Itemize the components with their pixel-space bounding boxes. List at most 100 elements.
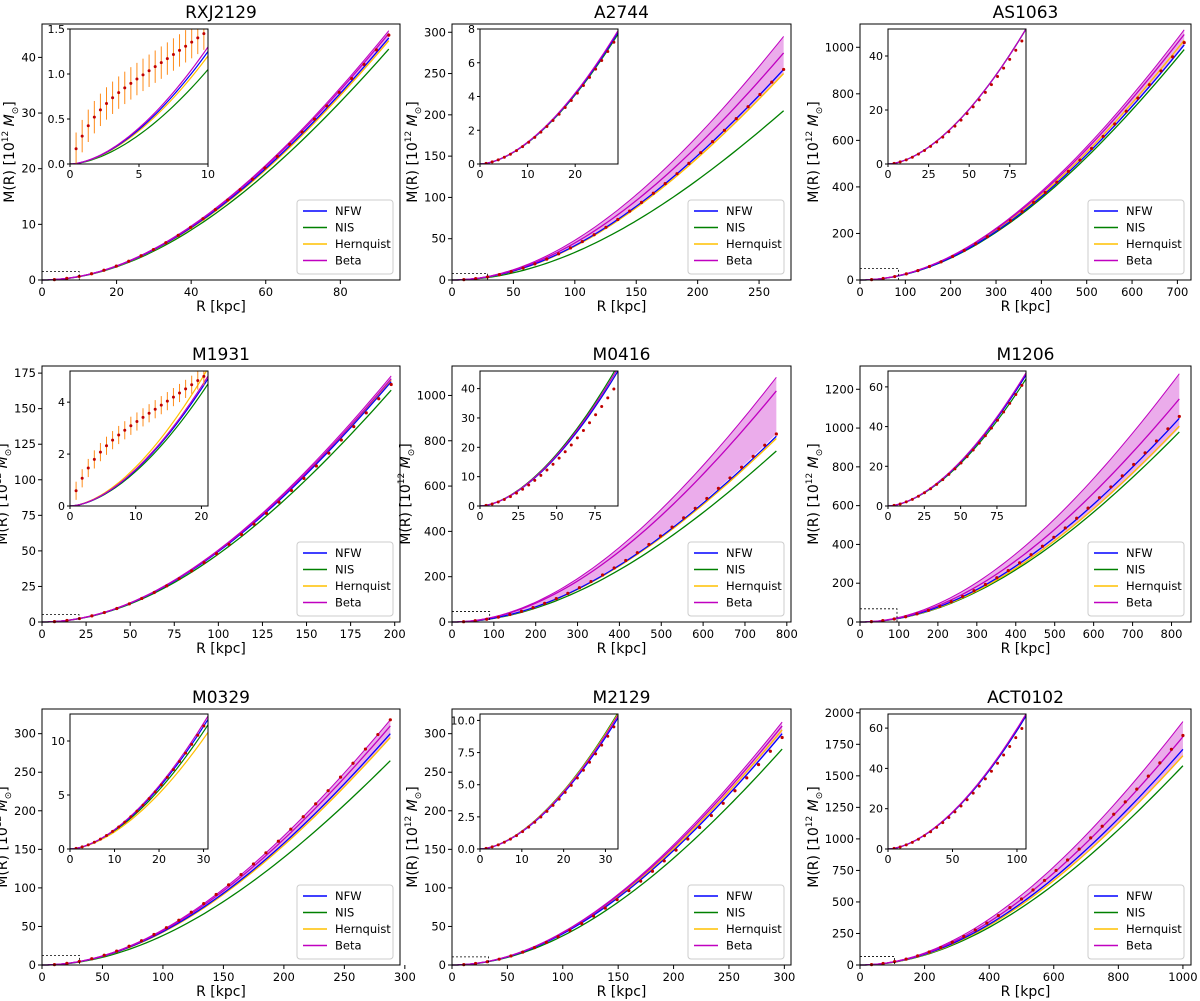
inset-background bbox=[70, 29, 208, 164]
x-tick-label: 700 bbox=[1166, 285, 1188, 299]
inset-y-tick-label: 0 bbox=[468, 158, 475, 171]
data-point bbox=[327, 451, 331, 455]
inset-region-marker bbox=[860, 608, 898, 622]
inset-y-tick-label: 4 bbox=[468, 91, 475, 104]
legend-label-beta: Beta bbox=[335, 596, 362, 610]
data-point bbox=[663, 182, 667, 186]
inset-data-point bbox=[527, 483, 531, 487]
curve-beta bbox=[859, 398, 1180, 623]
inset-data-point bbox=[929, 144, 933, 148]
inset-y-tick-label: 5 bbox=[58, 789, 65, 802]
axes-frame bbox=[451, 708, 792, 966]
inset-y-tick-label: 10 bbox=[51, 735, 65, 748]
inset-frame bbox=[887, 370, 1027, 507]
x-tick-label: 175 bbox=[340, 627, 362, 641]
data-point bbox=[1135, 787, 1139, 791]
axes-frame bbox=[451, 365, 792, 623]
inset-data-point bbox=[1008, 57, 1012, 61]
data-point bbox=[1018, 561, 1022, 565]
data-point bbox=[164, 241, 168, 245]
legend-box bbox=[1087, 884, 1185, 960]
data-point bbox=[739, 465, 744, 469]
y-axis-label: M(R) [1012 M⊙] bbox=[404, 101, 424, 202]
data-point bbox=[89, 272, 94, 276]
inset-data-point bbox=[551, 462, 555, 466]
data-point bbox=[1089, 146, 1094, 151]
data-point bbox=[647, 542, 651, 547]
data-point bbox=[350, 76, 354, 81]
data-point bbox=[65, 276, 69, 281]
curve-nis bbox=[41, 760, 391, 966]
data-point bbox=[1097, 496, 1102, 500]
inset-data-point bbox=[190, 40, 194, 44]
inset-data-point bbox=[98, 837, 102, 841]
x-tick-label: 100 bbox=[152, 970, 174, 984]
data-point bbox=[1181, 733, 1185, 738]
x-tick-label: 150 bbox=[607, 970, 629, 984]
inset-y-tick-label: 0.0 bbox=[48, 158, 66, 171]
x-axis-label: R [kpc] bbox=[196, 984, 246, 1000]
inset-y-tick-label: 8 bbox=[468, 23, 475, 36]
panel-title: M0416 bbox=[593, 345, 651, 365]
inset-data-point bbox=[551, 803, 555, 807]
inset-data-point bbox=[1020, 39, 1024, 43]
y-tick-label: 125 bbox=[14, 437, 36, 451]
y-tick-label: 50 bbox=[21, 919, 36, 933]
inset-data-point bbox=[904, 500, 908, 504]
inset-region-marker bbox=[42, 271, 80, 280]
data-point bbox=[1158, 761, 1162, 765]
data-point bbox=[699, 151, 703, 155]
y-tick-label: 500 bbox=[832, 895, 854, 909]
x-tick-label: 25 bbox=[79, 627, 94, 641]
data-point bbox=[616, 217, 620, 222]
y-tick-label: 200 bbox=[832, 576, 854, 590]
data-point bbox=[904, 957, 908, 961]
y-axis-label: M(R) [1012 M⊙] bbox=[397, 443, 417, 544]
inset-background bbox=[480, 29, 618, 164]
data-point bbox=[363, 747, 368, 751]
inset-data-point bbox=[141, 415, 145, 419]
panel-title: AS1063 bbox=[993, 3, 1059, 23]
axes-frame bbox=[451, 23, 792, 281]
data-point bbox=[1077, 847, 1081, 851]
y-tick-label: 1000 bbox=[417, 388, 446, 402]
inset-plot-area bbox=[70, 715, 208, 849]
data-point bbox=[213, 208, 218, 212]
x-tick-label: 800 bbox=[1161, 627, 1183, 641]
x-tick-label: 800 bbox=[776, 627, 798, 641]
inset-data-point bbox=[557, 797, 561, 801]
inset-data-point bbox=[508, 495, 512, 499]
inset-data-point bbox=[117, 433, 121, 437]
inset-x-tick-label: 0 bbox=[67, 168, 74, 181]
y-tick-label: 1200 bbox=[825, 382, 854, 396]
inset-region-marker bbox=[452, 272, 489, 280]
inset-data-point bbox=[1002, 66, 1006, 70]
inset-data-point bbox=[111, 96, 115, 100]
inset-frame bbox=[887, 28, 1027, 165]
data-point bbox=[177, 577, 181, 581]
y-tick-label: 250 bbox=[424, 765, 446, 779]
inset-data-point bbox=[178, 48, 182, 52]
inset-data-point bbox=[923, 491, 927, 495]
inset-data-point bbox=[941, 135, 945, 139]
data-point bbox=[1123, 800, 1127, 804]
beta-upper-edge bbox=[41, 375, 392, 623]
data-point bbox=[1101, 134, 1105, 139]
data-point bbox=[1154, 439, 1159, 443]
y-tick-label: 1250 bbox=[825, 800, 854, 814]
x-tick-label: 200 bbox=[927, 627, 949, 641]
data-point bbox=[485, 275, 490, 279]
inset-data-point bbox=[612, 725, 616, 729]
inset-y-tick-label: 60 bbox=[869, 722, 883, 735]
data-point bbox=[577, 586, 582, 590]
data-point bbox=[881, 276, 885, 281]
data-point bbox=[264, 851, 268, 855]
y-tick-label: 800 bbox=[424, 434, 446, 448]
data-point bbox=[102, 953, 106, 957]
inset-data-point bbox=[159, 61, 163, 65]
data-point bbox=[939, 945, 943, 950]
inset-data-point bbox=[612, 387, 616, 391]
data-point bbox=[377, 397, 381, 401]
x-tick-label: 50 bbox=[123, 627, 138, 641]
inset-data-point bbox=[916, 494, 920, 498]
